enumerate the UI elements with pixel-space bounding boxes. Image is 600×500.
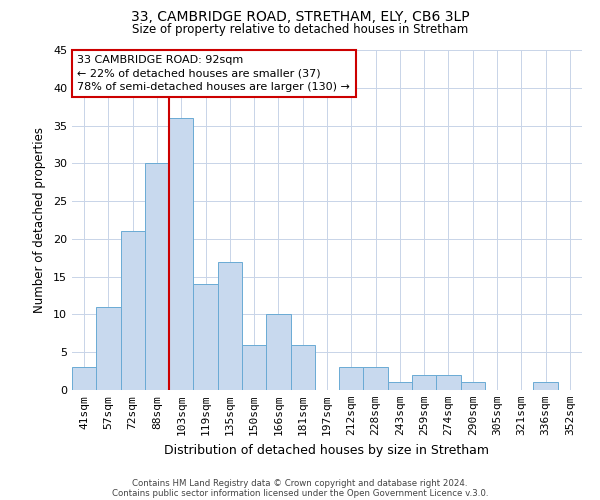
Bar: [242, 344, 266, 390]
Bar: [72, 368, 96, 390]
Bar: [169, 118, 193, 390]
Text: Contains HM Land Registry data © Crown copyright and database right 2024.: Contains HM Land Registry data © Crown c…: [132, 478, 468, 488]
Bar: [121, 232, 145, 390]
Bar: [266, 314, 290, 390]
Text: Size of property relative to detached houses in Stretham: Size of property relative to detached ho…: [132, 22, 468, 36]
Bar: [436, 375, 461, 390]
Text: 33, CAMBRIDGE ROAD, STRETHAM, ELY, CB6 3LP: 33, CAMBRIDGE ROAD, STRETHAM, ELY, CB6 3…: [131, 10, 469, 24]
Bar: [218, 262, 242, 390]
Text: 33 CAMBRIDGE ROAD: 92sqm
← 22% of detached houses are smaller (37)
78% of semi-d: 33 CAMBRIDGE ROAD: 92sqm ← 22% of detach…: [77, 55, 350, 92]
Bar: [339, 368, 364, 390]
Y-axis label: Number of detached properties: Number of detached properties: [33, 127, 46, 313]
Bar: [290, 344, 315, 390]
Bar: [533, 382, 558, 390]
Bar: [412, 375, 436, 390]
Bar: [388, 382, 412, 390]
Text: Contains public sector information licensed under the Open Government Licence v.: Contains public sector information licen…: [112, 488, 488, 498]
Bar: [461, 382, 485, 390]
Bar: [364, 368, 388, 390]
Bar: [193, 284, 218, 390]
Bar: [145, 164, 169, 390]
X-axis label: Distribution of detached houses by size in Stretham: Distribution of detached houses by size …: [164, 444, 490, 456]
Bar: [96, 307, 121, 390]
